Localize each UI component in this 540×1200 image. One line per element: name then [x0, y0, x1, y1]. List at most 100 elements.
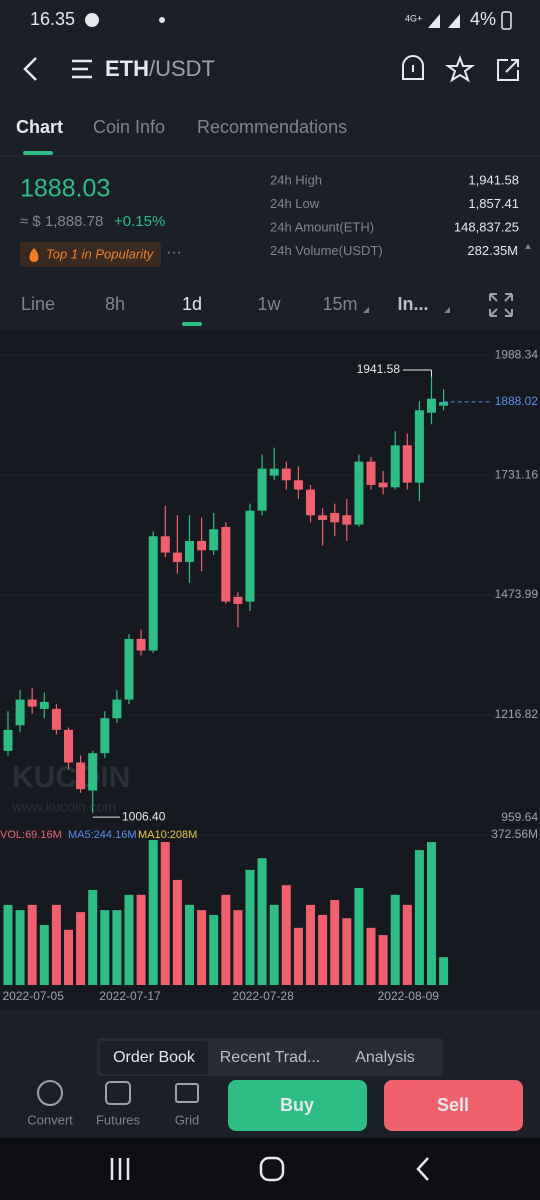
home-button[interactable] [259, 1156, 285, 1182]
status-icon [85, 13, 99, 27]
volume-bar [172, 879, 182, 985]
stat-label: 24h High [270, 172, 322, 187]
badge-text: Top 1 in Popularity [46, 246, 155, 261]
candle-body [148, 536, 158, 651]
volume-tick-label: 372.56M [491, 827, 538, 841]
back-button[interactable] [23, 57, 37, 81]
candle-body [136, 638, 146, 651]
convert-icon[interactable] [37, 1080, 63, 1106]
recent-apps[interactable] [110, 1158, 130, 1180]
candle-body [100, 718, 110, 754]
volume-bar [245, 869, 255, 985]
bottom-tab[interactable]: Recent Trad... [220, 1049, 321, 1066]
price-change: +0.15% [114, 213, 165, 230]
volume-bar [148, 840, 158, 985]
sell-button[interactable] [384, 1080, 523, 1131]
interval[interactable]: 1w [257, 294, 281, 314]
volume-bar [88, 889, 98, 985]
nav-label[interactable]: Futures [96, 1112, 141, 1127]
fullscreen-icon[interactable] [489, 293, 513, 317]
candle-body [414, 410, 424, 483]
nav-label[interactable]: Grid [175, 1112, 200, 1127]
grid-icon[interactable] [175, 1083, 199, 1103]
bottom-tab[interactable]: Analysis [355, 1049, 415, 1066]
volume-bar [366, 927, 376, 985]
volume-bar [39, 925, 49, 985]
volume-bar [76, 912, 86, 985]
flame-icon [29, 248, 39, 262]
x-tick-label: 2022-07-05 [3, 989, 65, 1003]
candle-body [306, 489, 315, 516]
volume-bar [378, 935, 388, 985]
volume-legend: MA10:208M [138, 829, 197, 841]
x-tick-label: 2022-07-17 [99, 989, 161, 1003]
candle-body [15, 699, 25, 726]
futures-icon[interactable] [105, 1081, 131, 1105]
candle-body [318, 515, 328, 520]
share-icon[interactable] [497, 59, 519, 81]
candle-body [293, 480, 303, 490]
high-marker-label: 1941.58 [357, 362, 401, 376]
interval-indicator [182, 322, 202, 326]
interval[interactable]: 15m [322, 294, 357, 314]
candle-body [27, 699, 37, 707]
volume-bar [414, 850, 424, 985]
volume-bar [306, 904, 315, 985]
alert-icon[interactable] [402, 55, 424, 80]
signal-icon [428, 14, 460, 28]
last-price: 1888.03 [20, 175, 110, 203]
system-nav [0, 1138, 540, 1200]
x-tick-label: 2022-08-09 [378, 989, 440, 1003]
volume-bar [209, 914, 219, 985]
interval-bar: Line 8h 1d 1w 15m In... [21, 294, 429, 314]
low-marker-label: 1006.40 [122, 809, 166, 823]
candle-body [112, 699, 122, 719]
volume-bar [269, 904, 279, 985]
candle-body [233, 596, 243, 604]
volume-legend: VOL:69.16M [0, 829, 62, 841]
interval[interactable]: In... [398, 294, 429, 314]
candle-body [209, 529, 219, 551]
candle-body [257, 468, 267, 511]
stat-label: 24h Amount(ETH) [270, 219, 374, 234]
stats: 24h High 1,941.58 24h Low 1,857.41 24h Amoun… [270, 172, 519, 258]
candle-body [439, 401, 449, 406]
candle-body [76, 762, 86, 790]
candle-body [185, 540, 194, 562]
tab[interactable]: Recommendations [197, 117, 347, 137]
battery-icon [501, 11, 512, 30]
sell-label[interactable]: Sell [437, 1095, 469, 1115]
volume-bar [390, 894, 400, 985]
tab[interactable]: Chart [16, 117, 63, 137]
stat-label: 24h Low [270, 196, 320, 211]
volume-bar [124, 894, 134, 985]
bottom-tab[interactable]: Order Book [113, 1049, 196, 1066]
buy-label[interactable]: Buy [280, 1095, 314, 1115]
volume-bar [27, 904, 37, 985]
volume-bar [100, 910, 110, 985]
interval[interactable]: Line [21, 294, 55, 314]
volume-bar [160, 842, 170, 985]
volume-bar [3, 904, 13, 985]
status-battery: 4% [470, 9, 496, 29]
candle-body [354, 461, 364, 525]
watermark: KUCOIN [12, 761, 130, 794]
volume-bar [439, 957, 449, 985]
stat-label: 24h Volume(USDT) [270, 243, 383, 258]
volume-bar [402, 904, 412, 985]
candle-body [427, 398, 436, 413]
pair-base-text: ETH [105, 56, 149, 81]
more-icon[interactable]: ··· [166, 244, 182, 261]
volume-bar [64, 929, 73, 985]
interval[interactable]: 1d [182, 294, 202, 314]
favorite-icon[interactable] [444, 55, 476, 83]
nav-label[interactable]: Convert [27, 1112, 73, 1127]
menu-icon[interactable] [72, 59, 92, 79]
buy-button[interactable] [228, 1080, 367, 1131]
tab[interactable]: Coin Info [93, 117, 165, 137]
back-nav[interactable] [416, 1157, 429, 1181]
interval[interactable]: 8h [105, 294, 125, 314]
x-tick-label: 2022-07-28 [232, 989, 294, 1003]
